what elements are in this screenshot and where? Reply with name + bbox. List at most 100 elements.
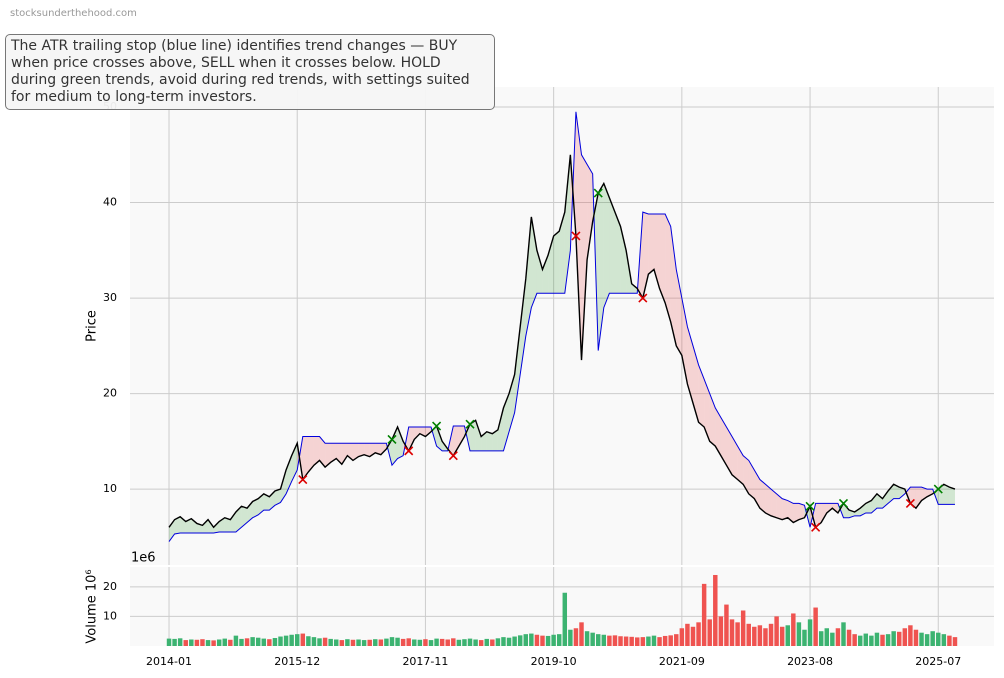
volume-bar [869, 635, 874, 646]
volume-bar [679, 628, 685, 646]
volume-bar [484, 638, 489, 646]
volume-bar [233, 635, 239, 646]
volume-bar [512, 636, 517, 646]
sell-marker [404, 446, 414, 456]
volume-bar [846, 629, 852, 646]
volume-bar [172, 638, 177, 646]
trend-fill [213, 521, 220, 534]
volume-bar [852, 634, 857, 646]
volume-bar [378, 639, 384, 646]
stop-line [168, 111, 955, 542]
x-tick-label: 2021-09 [659, 655, 705, 668]
trend-fill [302, 436, 309, 480]
x-tick-label: 2014-01 [146, 655, 192, 668]
volume-bar [891, 631, 896, 646]
trend-fill [330, 443, 337, 463]
trend-fill [575, 111, 582, 361]
volume-bar [584, 631, 590, 646]
price-line [168, 154, 956, 529]
volume-bar [283, 635, 289, 646]
volume-bar [473, 639, 478, 646]
volume-bar [824, 628, 830, 646]
volume-bar [930, 631, 935, 646]
volume-bar [796, 622, 802, 646]
volume-bar [668, 635, 673, 646]
volume-bar [947, 635, 952, 646]
x-tick-label: 2017-11 [402, 655, 448, 668]
trend-fill [893, 484, 900, 499]
trend-fill [486, 431, 493, 451]
trend-fill [364, 443, 370, 457]
buy-marker [387, 434, 397, 444]
trend-fill [787, 500, 794, 523]
volume-bar [662, 635, 668, 646]
volume-bar [612, 635, 618, 646]
volume-bar [568, 629, 573, 646]
trend-fill [581, 154, 588, 361]
trend-fill [380, 443, 387, 455]
volume-bar [166, 638, 172, 646]
volume-bar [495, 638, 501, 646]
volume-bar [361, 640, 367, 646]
volume-bar [451, 638, 456, 646]
volume-bar [272, 638, 278, 646]
volume-bar [651, 635, 657, 646]
volume-bar [936, 632, 941, 646]
trend-fill [280, 469, 287, 503]
trend-fill [531, 216, 537, 308]
volume-bar [216, 639, 222, 646]
volume-bar [350, 639, 356, 646]
trend-fill [397, 426, 404, 459]
volume-bar [322, 637, 328, 646]
volume-bar [439, 638, 445, 646]
offset-text: 1e6 [131, 551, 156, 566]
trend-fill [263, 493, 270, 511]
volume-bar [311, 637, 317, 646]
volume-bar [590, 632, 595, 646]
trend-fill [698, 364, 705, 427]
volume-bar [635, 637, 640, 646]
trend-fill [196, 523, 203, 534]
trend-fill [375, 443, 381, 455]
volume-bar [345, 639, 350, 646]
volume-bar [462, 639, 467, 646]
volume-bar [456, 639, 462, 646]
trend-fill [860, 503, 866, 516]
volume-bar [534, 634, 540, 646]
trend-fill [631, 283, 638, 294]
volume-bar [417, 639, 423, 646]
volume-bar [657, 637, 662, 646]
volume-bar [445, 639, 450, 646]
volume-bar [830, 632, 835, 646]
trend-fill [458, 426, 465, 447]
volume-bar [501, 637, 506, 646]
trend-fill [748, 460, 755, 499]
trend-fill [481, 431, 487, 451]
trend-fill [598, 183, 604, 351]
volume-bar [774, 616, 779, 646]
volume-bar [250, 637, 255, 646]
trend-fill [319, 436, 326, 468]
volume-bar [924, 634, 930, 646]
volume-bar [278, 636, 283, 646]
trend-fill [313, 436, 320, 466]
trend-fill [497, 407, 504, 451]
sell-marker [298, 474, 308, 485]
volume-bar [189, 639, 194, 646]
x-tick-label: 2025-07 [915, 655, 961, 668]
annotation: The ATR trailing stop (blue line) identi… [5, 34, 495, 110]
volume-bar [713, 574, 718, 646]
volume-bar [718, 616, 724, 646]
trend-fill [798, 503, 805, 520]
y-tick-label: 10 [103, 482, 117, 495]
trend-fill [765, 484, 772, 516]
trend-fill [609, 197, 615, 294]
volume-bar [579, 622, 584, 646]
volume-bar [874, 632, 880, 646]
volume-bar [529, 633, 534, 646]
trend-fill [899, 487, 905, 499]
volume-bar [395, 637, 400, 646]
volume-bar [300, 633, 306, 646]
volume-bar [791, 613, 796, 646]
